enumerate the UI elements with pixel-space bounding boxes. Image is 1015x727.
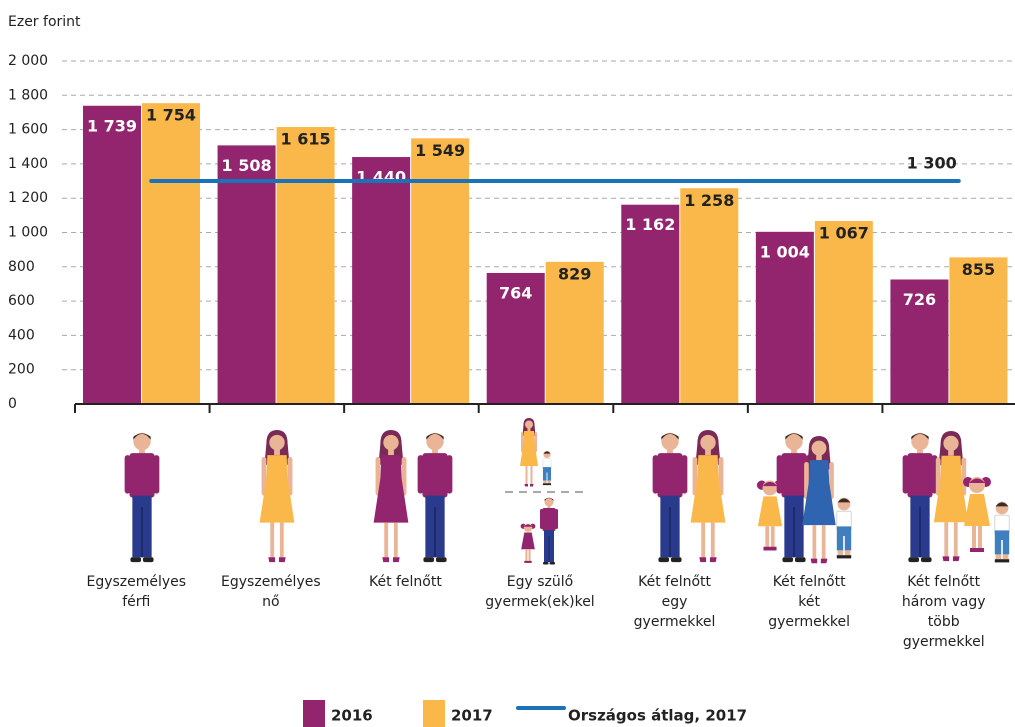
- icon-man: [903, 433, 938, 562]
- bar: [411, 138, 469, 404]
- x-tick-label: Egy szülő gyermek(ek)kel: [475, 572, 605, 612]
- value-label: 1 162: [625, 215, 675, 234]
- x-tick-label: Két felnőtt egy gyermekkel: [610, 572, 740, 632]
- value-label: 1 615: [281, 130, 331, 149]
- value-label: 1 754: [146, 106, 196, 125]
- value-label: 1 258: [684, 191, 734, 210]
- icon-woman: [374, 430, 409, 562]
- y-tick-label: 1 400: [8, 156, 48, 172]
- icon-boy: [995, 502, 1009, 563]
- reference-label: 1 300: [907, 154, 957, 173]
- value-label: 1 440: [356, 168, 406, 187]
- y-tick-label: 2 000: [8, 53, 48, 69]
- y-tick-label: 1 600: [8, 122, 48, 138]
- icon-man: [540, 498, 558, 565]
- icon-man: [418, 433, 453, 562]
- y-tick-label: 0: [8, 396, 17, 412]
- value-label: 1 549: [415, 141, 465, 160]
- value-label: 1 739: [87, 116, 137, 135]
- y-tick-label: 200: [8, 362, 35, 378]
- legend-label: 2016: [331, 707, 373, 725]
- icon-boy: [543, 451, 551, 485]
- bar: [83, 106, 141, 404]
- value-label: 726: [903, 290, 936, 309]
- y-tick-label: 1 200: [8, 190, 48, 206]
- plot: 0 200 400 600 800 1 000 1 200 1 400 1 600 1 800 2 …: [8, 53, 1015, 413]
- y-axis-title: Ezer forint: [8, 14, 81, 30]
- value-label: 1 067: [819, 224, 869, 243]
- bar: [142, 103, 200, 404]
- bar: [680, 188, 738, 404]
- x-tick-label: Egyszemélyes férfi: [71, 572, 201, 612]
- icon-woman: [520, 418, 538, 487]
- page: Ezer forint 0 200 400 600 800 1 000 1 200 1 400…: [0, 0, 1015, 727]
- legend-swatch: [303, 700, 325, 727]
- y-tick-label: 1 800: [8, 87, 48, 103]
- bar: [352, 157, 410, 404]
- icons: [125, 418, 1010, 565]
- x-tick-label: Két felnőtt: [340, 572, 470, 592]
- value-label: 855: [962, 260, 995, 279]
- x-tick-label: Egyszemélyes nő: [206, 572, 336, 612]
- icon-woman: [802, 436, 835, 563]
- legend-label: Országos átlag, 2017: [568, 707, 747, 725]
- bar: [218, 145, 276, 404]
- value-label: 764: [499, 283, 532, 302]
- y-tick-label: 800: [8, 259, 35, 275]
- y-tick-label: 600: [8, 293, 35, 309]
- value-label: 1 508: [222, 156, 272, 175]
- y-tick-label: 1 000: [8, 225, 48, 241]
- icon-girl: [963, 477, 991, 552]
- x-tick-label: Két felnőtt két gyermekkel: [744, 572, 874, 632]
- bar: [277, 127, 335, 404]
- legend: 2016 2017 Országos átlag, 2017: [303, 700, 747, 727]
- x-tick-label: Két felnőtt három vagy több gyermekkel: [879, 572, 1009, 652]
- value-label: 829: [558, 264, 591, 283]
- value-label: 1 004: [760, 242, 810, 261]
- icon-man: [653, 433, 688, 562]
- icon-girl: [521, 524, 536, 563]
- bar: [815, 221, 873, 404]
- icon-woman: [934, 431, 968, 561]
- bar: [949, 257, 1007, 404]
- y-tick-label: 400: [8, 327, 35, 343]
- icon-man: [125, 433, 160, 562]
- icon-woman: [260, 430, 295, 562]
- bar: [621, 205, 679, 404]
- icon-woman: [691, 430, 726, 562]
- legend-swatch: [423, 700, 445, 727]
- legend-label: 2017: [451, 707, 493, 725]
- icon-boy: [837, 498, 851, 559]
